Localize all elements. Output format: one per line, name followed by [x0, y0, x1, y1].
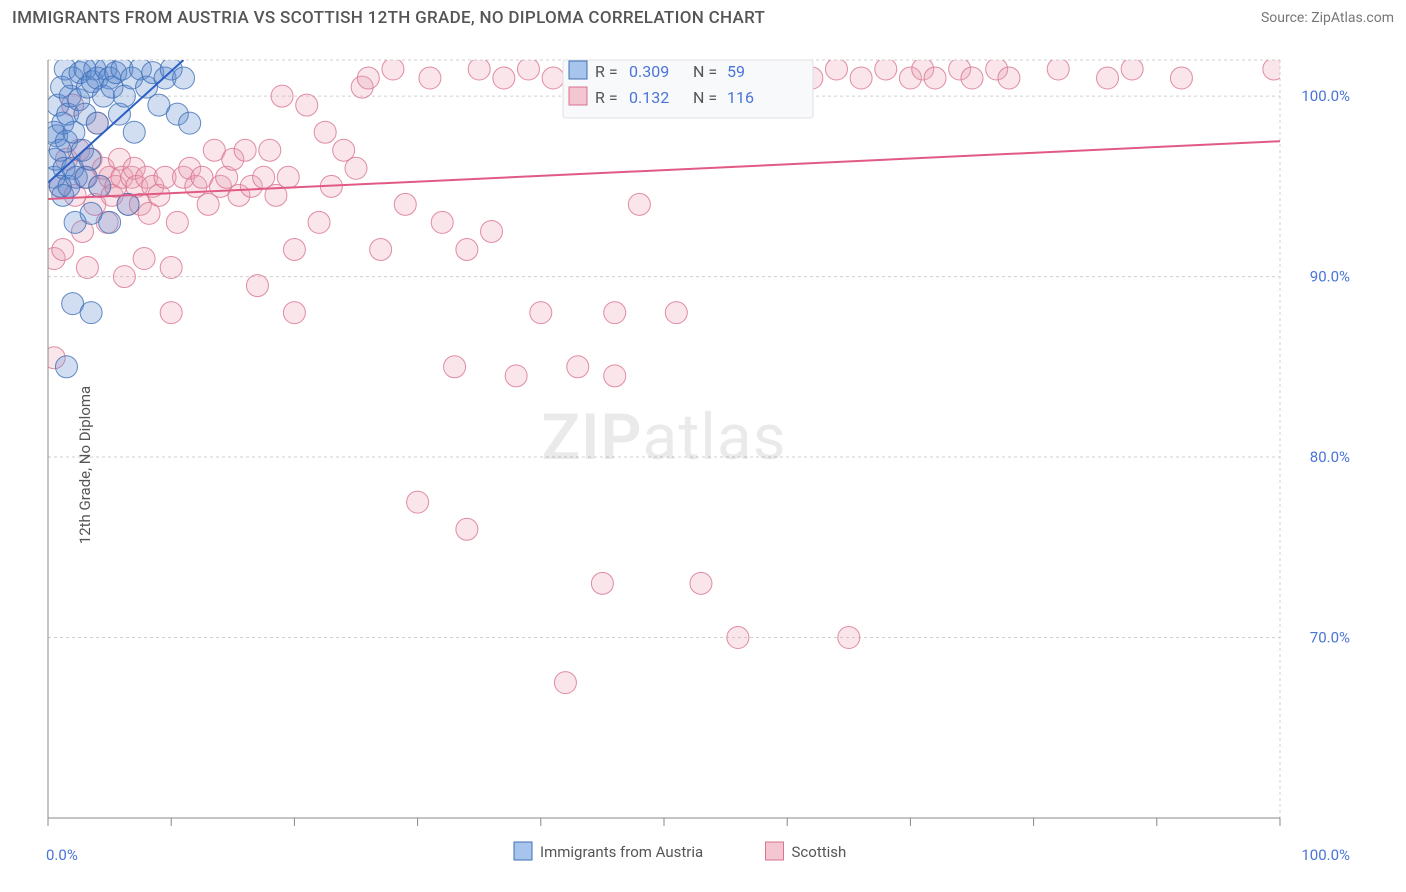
data-point [160, 257, 182, 279]
data-point [357, 67, 379, 89]
points-layer [43, 58, 1285, 694]
data-point [113, 266, 135, 288]
data-point [875, 58, 897, 80]
data-point [246, 275, 268, 297]
data-point [1170, 67, 1192, 89]
data-point [296, 94, 318, 116]
data-point [99, 211, 121, 233]
data-point [283, 239, 305, 261]
corr-n-value: 116 [727, 88, 754, 107]
data-point [345, 157, 367, 179]
y-tick-label: 70.0% [1310, 629, 1350, 647]
data-point [166, 211, 188, 233]
data-point [517, 58, 539, 80]
data-point [998, 67, 1020, 89]
data-point [117, 193, 139, 215]
series-legend: Immigrants from Austria Scottish [514, 842, 846, 861]
corr-n-label: N = [693, 62, 717, 81]
y-axis-label: 12th Grade, No Diploma [76, 386, 94, 544]
data-point [271, 85, 293, 107]
data-point [407, 491, 429, 513]
data-point [314, 121, 336, 143]
data-point [542, 67, 564, 89]
data-point [481, 220, 503, 242]
data-point [604, 302, 626, 324]
data-point [160, 302, 182, 324]
corr-r-label: R = [595, 62, 618, 81]
y-tick-label: 80.0% [1310, 448, 1350, 466]
data-point [456, 239, 478, 261]
data-point [173, 67, 195, 89]
x-tick-label: 100.0% [1301, 846, 1350, 864]
data-point [567, 356, 589, 378]
watermark: ZIPatlas [541, 400, 786, 475]
corr-swatch [569, 61, 587, 79]
corr-swatch [569, 87, 587, 105]
data-point [825, 58, 847, 80]
data-point [382, 58, 404, 80]
chart-source: Source: ZipAtlas.com [1261, 10, 1394, 26]
data-point [1121, 58, 1143, 80]
data-point [283, 302, 305, 324]
data-point [1263, 58, 1285, 80]
corr-r-label: R = [595, 88, 618, 107]
corr-r-value: 0.132 [629, 88, 669, 107]
legend-label: Immigrants from Austria [540, 843, 703, 861]
chart-container: 12th Grade, No Diploma 70.0% 80.0% 90.0% 10… [0, 38, 1406, 892]
data-point [370, 239, 392, 261]
data-point [554, 672, 576, 694]
data-point [924, 67, 946, 89]
scatter-chart: 70.0% 80.0% 90.0% 100.0% ZIPatlas 0.0% 100.0% I… [0, 38, 1406, 892]
data-point [628, 193, 650, 215]
data-point [665, 302, 687, 324]
data-point [444, 356, 466, 378]
chart-title: IMMIGRANTS FROM AUSTRIA VS SCOTTISH 12TH… [12, 8, 765, 28]
chart-header: IMMIGRANTS FROM AUSTRIA VS SCOTTISH 12TH… [0, 0, 1406, 32]
data-point [727, 627, 749, 649]
data-point [394, 193, 416, 215]
data-point [308, 211, 330, 233]
data-point [80, 302, 102, 324]
data-point [1097, 67, 1119, 89]
y-tick-label: 90.0% [1310, 268, 1350, 286]
data-point [838, 627, 860, 649]
data-point [468, 58, 490, 80]
data-point [52, 239, 74, 261]
data-point [530, 302, 552, 324]
data-point [505, 365, 527, 387]
legend-label: Scottish [792, 843, 847, 861]
data-point [431, 211, 453, 233]
data-point [961, 67, 983, 89]
corr-n-value: 59 [727, 62, 745, 81]
data-point [850, 67, 872, 89]
legend-swatch [514, 842, 532, 860]
data-point [76, 257, 98, 279]
x-tick-label: 0.0% [46, 846, 78, 864]
data-point [591, 572, 613, 594]
data-point [259, 139, 281, 161]
data-point [1047, 58, 1069, 80]
legend-swatch [766, 842, 784, 860]
data-point [179, 112, 201, 134]
data-point [604, 365, 626, 387]
data-point [123, 121, 145, 143]
data-point [89, 175, 111, 197]
data-point [456, 518, 478, 540]
data-point [493, 67, 515, 89]
y-tick-label: 100.0% [1301, 87, 1350, 105]
correlation-box: R = 0.309 N = 59 R = 0.132 N = 116 [563, 60, 813, 118]
corr-r-value: 0.309 [629, 62, 669, 81]
data-point [690, 572, 712, 594]
data-point [234, 139, 256, 161]
data-point [277, 166, 299, 188]
data-point [133, 248, 155, 270]
corr-n-label: N = [693, 88, 717, 107]
data-point [419, 67, 441, 89]
data-point [55, 356, 77, 378]
